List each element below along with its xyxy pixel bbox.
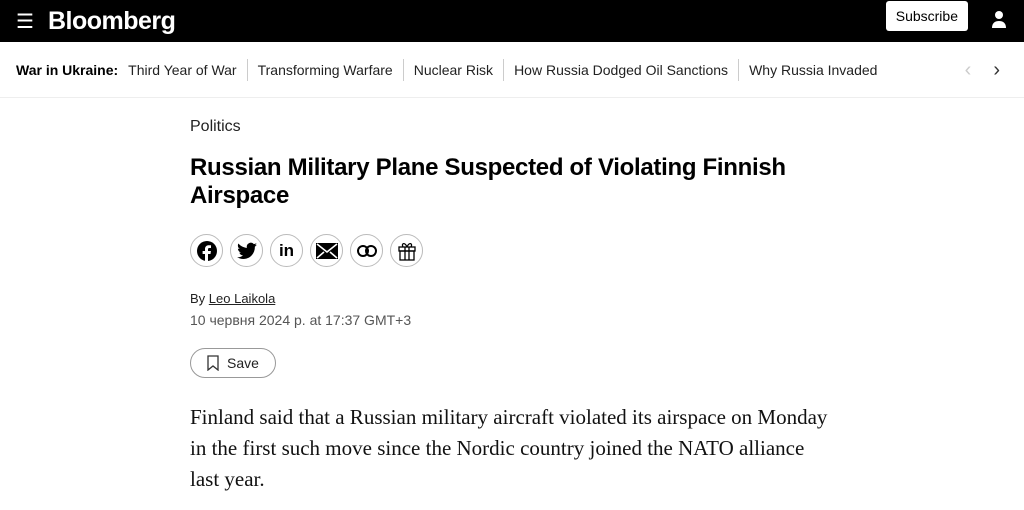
save-button[interactable]: Save (190, 348, 276, 378)
user-icon[interactable] (990, 10, 1008, 30)
article-title: Russian Military Plane Suspected of Viol… (190, 154, 786, 209)
chevron-right-icon[interactable]: › (993, 58, 1000, 81)
link-icon[interactable] (350, 234, 383, 267)
nav-arrows: ‹ › (944, 42, 1024, 97)
topic-label: War in Ukraine: (16, 61, 119, 78)
facebook-icon[interactable] (190, 234, 223, 267)
share-bar: in (190, 234, 850, 267)
gift-icon[interactable] (390, 234, 423, 267)
publish-date: 10 червня 2024 р. at 17:37 GMT+3 (190, 312, 412, 328)
subscribe-button[interactable]: Subscribe (885, 1, 968, 31)
bloomberg-logo[interactable]: Bloomberg (47, 6, 176, 35)
bookmark-icon (207, 355, 219, 371)
topic-link[interactable]: Third Year of War (128, 61, 237, 78)
linkedin-icon[interactable]: in (270, 234, 303, 267)
topic-link[interactable]: Nuclear Risk (402, 58, 503, 81)
top-bar: ☰ Bloomberg Subscribe (0, 0, 1024, 42)
article-body: Finland said that a Russian military air… (190, 405, 828, 491)
author-link[interactable]: Leo Laikola (208, 291, 276, 306)
topic-link[interactable]: How Russia Dodged Oil Sanctions (503, 58, 738, 81)
chevron-left-icon[interactable]: ‹ (964, 58, 972, 81)
byline: By Leo Laikola (190, 291, 276, 306)
article-category[interactable]: Politics (190, 118, 241, 135)
twitter-icon[interactable] (230, 234, 263, 267)
topic-nav: War in Ukraine: Third Year of War Transf… (0, 42, 1024, 98)
topic-link[interactable]: Why Russia Invaded (738, 58, 887, 81)
topic-link[interactable]: Transforming Warfare (246, 58, 403, 81)
article: Politics Russian Military Plane Suspecte… (190, 118, 850, 495)
hamburger-icon[interactable]: ☰ (16, 10, 34, 33)
email-icon[interactable] (310, 234, 343, 267)
